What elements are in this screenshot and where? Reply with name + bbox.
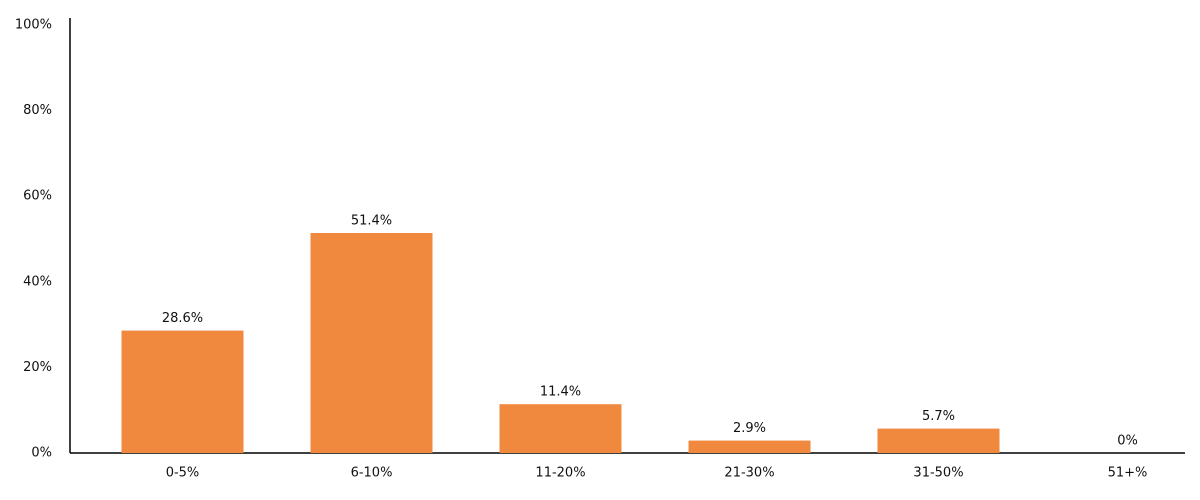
bar — [877, 428, 1000, 453]
bar — [688, 440, 811, 453]
x-tick-label: 0-5% — [166, 466, 200, 481]
y-tick-label: 40% — [23, 274, 52, 289]
bar — [499, 404, 622, 453]
value-label: 28.6% — [162, 311, 203, 326]
y-tick-label: 80% — [23, 103, 52, 118]
y-tick-label: 0% — [31, 446, 52, 461]
y-tick-label: 60% — [23, 189, 52, 204]
y-tick-label: 20% — [23, 360, 52, 375]
x-tick-label: 31-50% — [913, 466, 963, 481]
value-label: 5.7% — [922, 409, 955, 424]
value-label: 11.4% — [540, 385, 581, 400]
value-label: 2.9% — [733, 421, 766, 436]
value-label: 0% — [1117, 434, 1138, 449]
x-tick-label: 11-20% — [535, 466, 585, 481]
bar — [310, 233, 433, 453]
value-label: 51.4% — [351, 214, 392, 229]
x-tick-label: 6-10% — [351, 466, 393, 481]
x-tick-label: 21-30% — [724, 466, 774, 481]
y-tick-label: 100% — [15, 18, 52, 33]
bar — [121, 330, 244, 453]
x-tick-label: 51+% — [1108, 466, 1148, 481]
